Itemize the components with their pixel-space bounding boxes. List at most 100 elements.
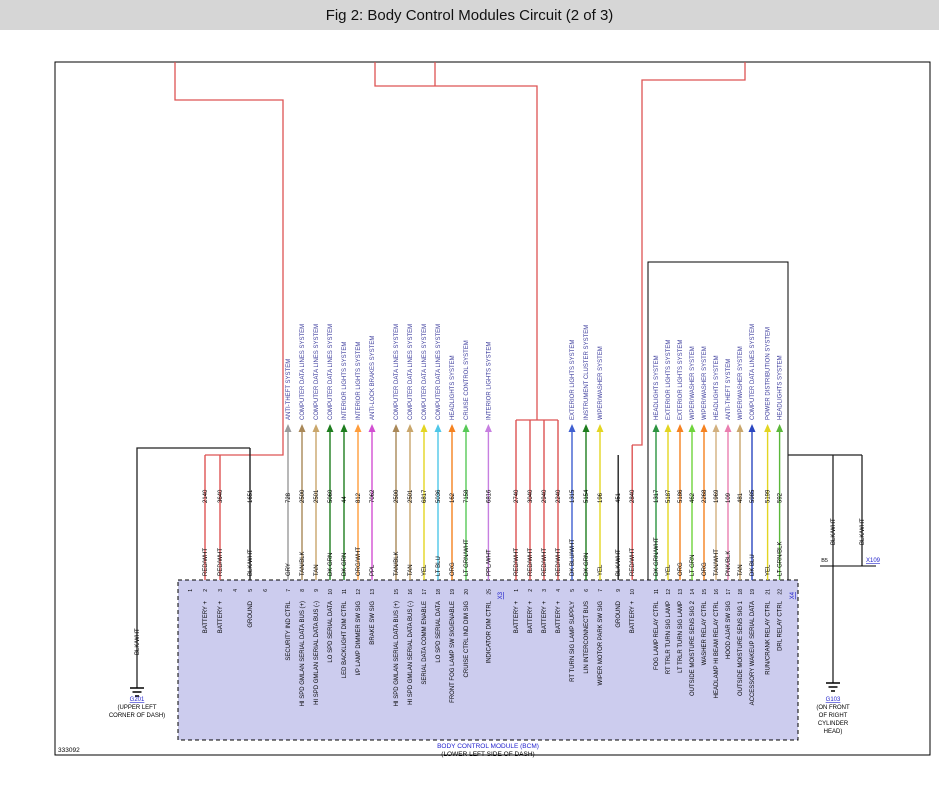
wire-color-label: LT GRN/WHT (464, 539, 470, 576)
ground-symbol-g103 (826, 682, 840, 692)
wire-color-label: ORG (702, 562, 708, 576)
wire-color-label: RED/WHT (556, 548, 562, 576)
circuit-number: 592 (778, 492, 784, 503)
wire-color-label: BLK/WHT (616, 549, 622, 576)
wire-color-label: DK BLU/WHT (570, 539, 576, 576)
pin-number: 10 (328, 589, 334, 595)
battery-feed-harness (174, 62, 284, 456)
pin-number: 11 (342, 589, 348, 594)
circuit-number: 1317 (654, 489, 660, 503)
pin-number: 19 (450, 589, 456, 595)
circuit-number: 5154 (584, 489, 590, 503)
arrowhead (582, 424, 590, 432)
pin-function-label: LO SPD SERIAL DATA (328, 601, 334, 663)
destination-system-label: ANTI-THEFT SYSTEM (726, 359, 732, 420)
wire-color-label: RED/WHT (218, 548, 224, 576)
pin-function-label: HI SPD GMLAN SERIAL DATA BUS (-) (314, 601, 320, 705)
pin-number: 5 (248, 589, 254, 592)
pin-number: 21 (766, 589, 772, 595)
pin-function-label: LO SPD SERIAL DATA (436, 601, 442, 663)
wire-color-label: LT GRN/BLK (778, 542, 784, 576)
pin-number: 13 (370, 589, 376, 595)
destination-system-label: COMPUTER DATA LINES SYSTEM (328, 324, 334, 420)
connector-ref-x109[interactable]: X109 (866, 558, 881, 564)
pin-number: 17 (422, 589, 428, 595)
circuit-number: 2501 (314, 489, 320, 503)
wire-color-label: RED/WHT (514, 548, 520, 576)
wire-color-label: RED/WHT (528, 548, 534, 576)
destination-system-label: HEADLIGHTS SYSTEM (654, 355, 660, 420)
ground-ref-g201[interactable]: G201 (130, 697, 145, 703)
circuit-number: 6816 (486, 489, 492, 503)
ground-ref-g103[interactable]: G103 (826, 697, 841, 703)
arrowhead (340, 424, 348, 432)
wire-color-label: YEL (666, 564, 672, 576)
destination-system-label: WIPER/WASHER SYSTEM (738, 346, 744, 420)
circuit-number: 7062 (370, 489, 376, 503)
pin-function-label: SERIAL DATA COMM ENABLE (422, 601, 428, 685)
pin-function-label: HOOD AJAR SW SIG (726, 601, 732, 659)
ground-location: (UPPER LEFT (117, 705, 156, 711)
pin-number: 18 (436, 589, 442, 595)
pin-number: 12 (666, 589, 672, 595)
bcm-location: (LOWER LEFT SIDE OF DASH) (441, 751, 534, 758)
destination-system-label: INTERIOR LIGHTS SYSTEM (342, 342, 348, 420)
arrowhead (326, 424, 334, 432)
pin-number: 9 (314, 589, 320, 592)
arrowhead (568, 424, 576, 432)
pin-number: 10 (630, 589, 636, 595)
title-bar: Fig 2: Body Control Modules Circuit (2 o… (0, 0, 939, 30)
wire-color-label: ORG (450, 562, 456, 576)
battery-feed-harness (632, 62, 746, 446)
ground-location: (ON FRONT (816, 705, 850, 711)
wire-color-label: DK GRN/WHT (654, 537, 660, 576)
pin-number: 11 (654, 589, 660, 594)
circuit-number: 2940 (542, 489, 548, 503)
pin-function-label: SECURITY IND CTRL (286, 600, 292, 660)
destination-system-label: COMPUTER DATA LINES SYSTEM (408, 324, 414, 420)
pin-number: 5 (570, 589, 576, 592)
connector-ref-x4[interactable]: X4 (790, 591, 796, 599)
ground-location: CYLINDER (818, 721, 849, 727)
arrowhead (676, 424, 684, 432)
circuit-number: 2740 (514, 489, 520, 503)
arrowhead (688, 424, 696, 432)
pin-function-label: BATTERY + (528, 601, 534, 634)
pin-number: 2 (203, 589, 209, 592)
arrowhead (748, 424, 756, 432)
pin-number: 6 (584, 589, 590, 592)
wire-color-label: DK GRN (342, 553, 348, 576)
arrowhead (354, 424, 362, 432)
pin-function-label: RT TURN SIG LAMP SUPPLY (570, 601, 576, 682)
circuit-number: 1651 (248, 489, 254, 503)
destination-system-label: ANTI-LOCK BRAKES SYSTEM (370, 336, 376, 420)
ground-wire-color-label: BLK/WHT (860, 518, 866, 545)
arrowhead (284, 424, 292, 432)
circuit-number: 812 (356, 492, 362, 503)
pin-number: 14 (690, 589, 696, 595)
pin-number: 2 (528, 589, 534, 592)
destination-system-label: INTERIOR LIGHTS SYSTEM (356, 342, 362, 420)
destination-system-label: INSTRUMENT CLUSTER SYSTEM (584, 325, 590, 420)
battery-feed-harness (374, 62, 558, 421)
arrowhead (312, 424, 320, 432)
pin-number: 16 (408, 589, 414, 595)
ground-location: CORNER OF DASH) (109, 713, 165, 719)
bcm-module-box (177, 579, 799, 741)
pin-function-label: BRAKE SW SIG (370, 601, 376, 645)
pin-function-label: WIPER MOTOR PARK SW SIG (598, 601, 604, 686)
circuit-number: 162 (450, 492, 456, 503)
wire-color-label: LT GRN (690, 555, 696, 576)
destination-system-label: COMPUTER DATA LINES SYSTEM (394, 324, 400, 420)
pin-number: 18 (738, 589, 744, 595)
pin-number: 8 (300, 589, 306, 592)
arrowhead (652, 424, 660, 432)
bcm-name: BODY CONTROL MODULE (BCM) (437, 743, 539, 750)
circuit-number: 7158 (464, 489, 470, 503)
destination-system-label: WIPER/WASHER SYSTEM (690, 346, 696, 420)
circuit-number: 5060 (328, 489, 334, 503)
connector-ref-x3[interactable]: X3 (498, 591, 504, 599)
pin-number: 12 (356, 589, 362, 595)
circuit-number: 3640 (218, 489, 224, 503)
pin-function-label: HEADLAMP HI BEAM RELAY CTRL (714, 600, 720, 698)
